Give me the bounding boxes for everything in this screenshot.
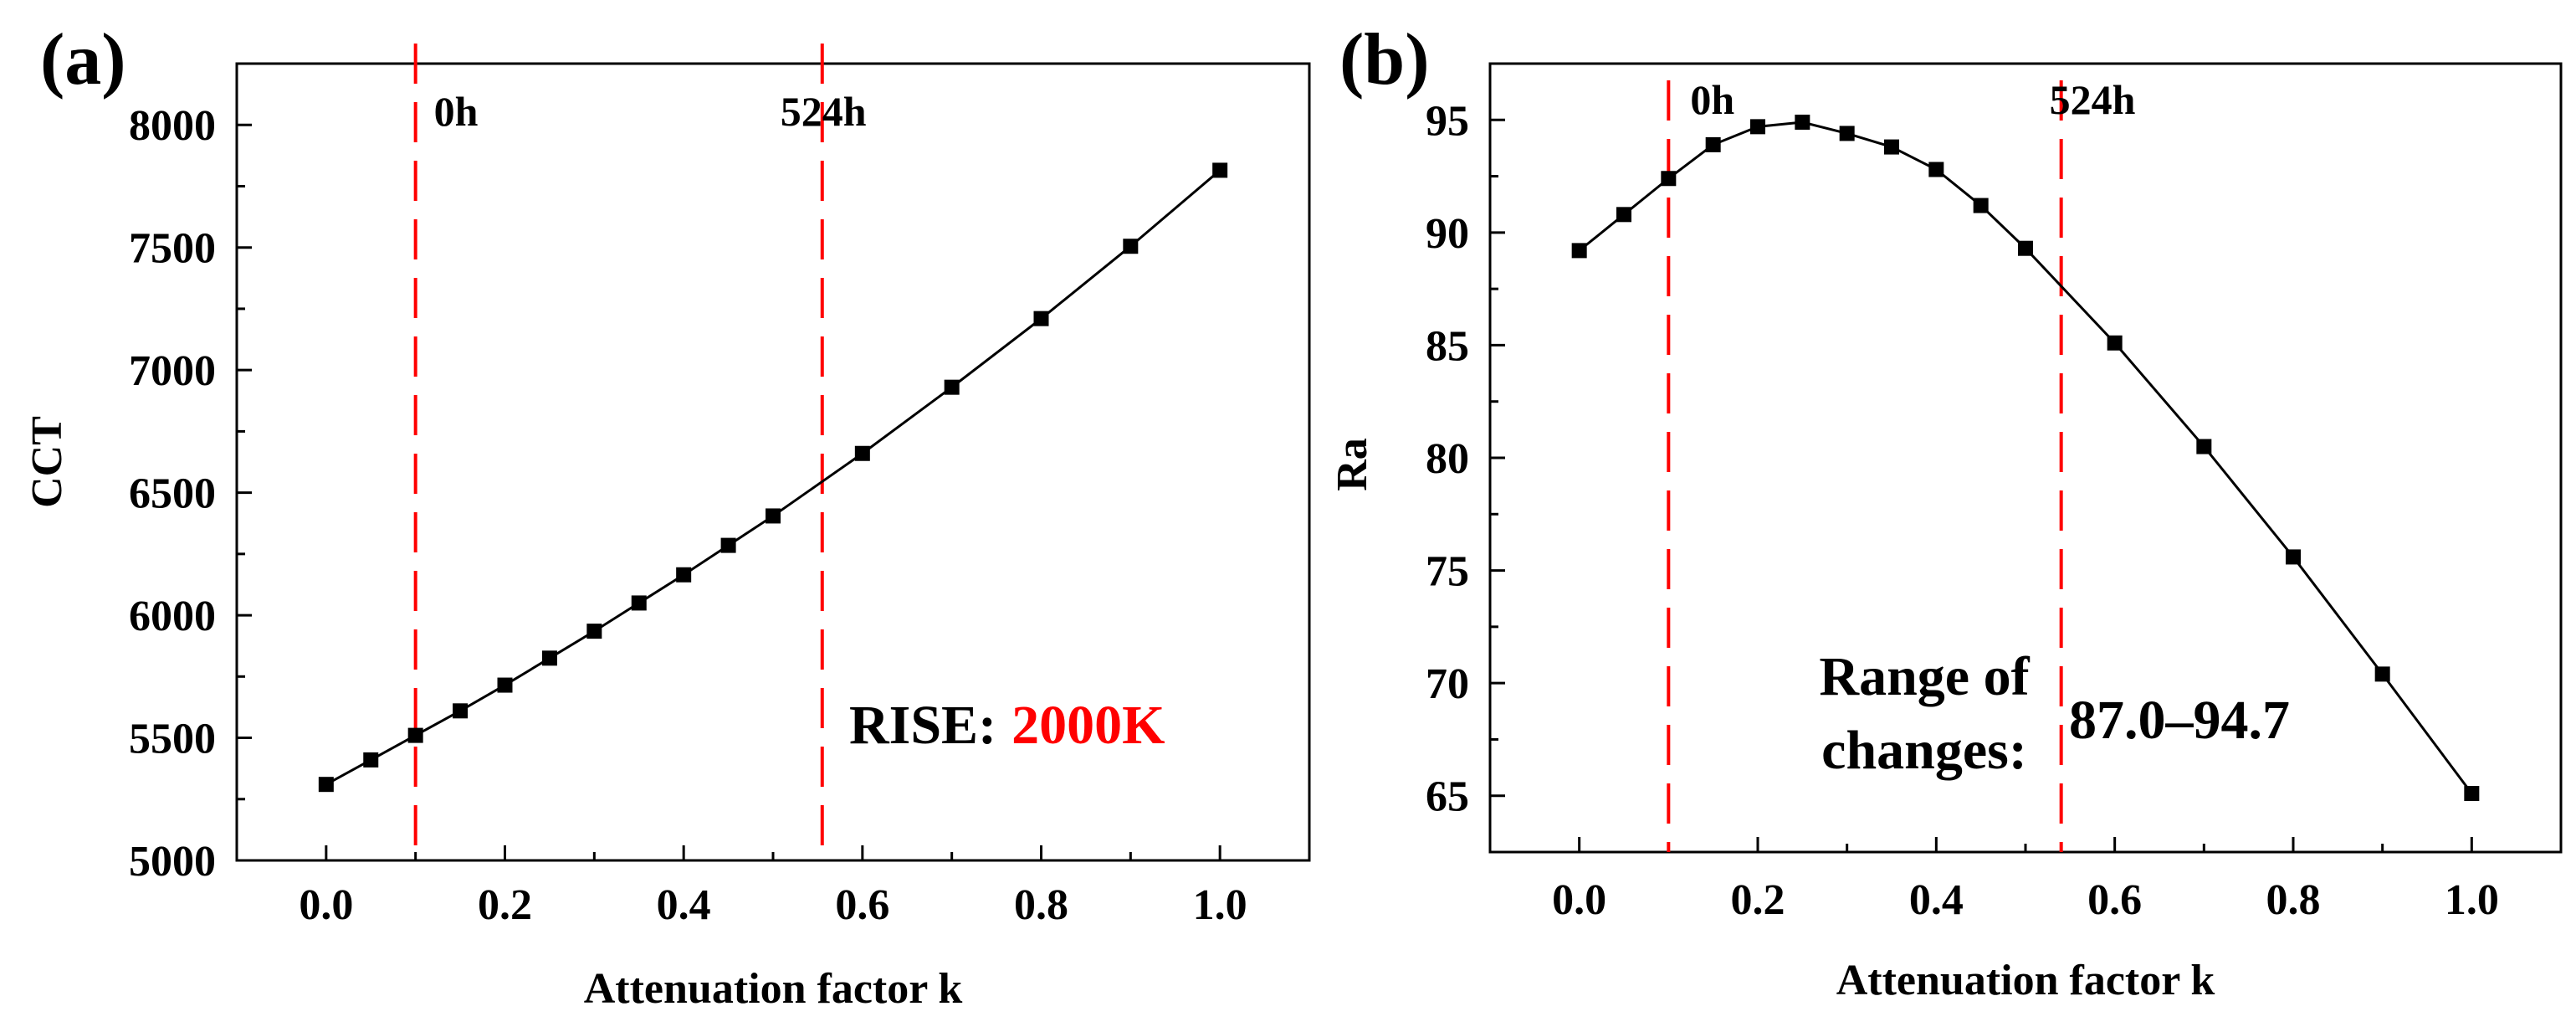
panel-b-series	[1571, 114, 2480, 802]
data-point-Ra	[2018, 240, 2033, 256]
data-point-Ra	[1571, 243, 1587, 259]
panel-a-rise-value: 2000K	[1011, 695, 1165, 756]
data-point-Ra	[1973, 198, 1989, 213]
panel-b-y-axis-title: Ra	[1329, 438, 1376, 491]
y-tick-label: 6500	[129, 470, 216, 518]
panel-a-x-axis-title: Attenuation factor k	[584, 965, 963, 1013]
data-point-CCT	[453, 703, 469, 719]
data-point-Ra	[1750, 119, 1765, 135]
panel-a-time-markers: 0h 524h	[413, 44, 867, 860]
data-point-CCT	[363, 752, 379, 768]
panel-b-range-line1: Range of	[1819, 646, 2030, 707]
x-tick-label: 1.0	[2445, 876, 2499, 924]
time-marker-label-524h: 524h	[781, 88, 867, 135]
y-tick-label: 8000	[129, 102, 216, 150]
data-point-CCT	[854, 445, 870, 461]
panel-a-cct-chart: (a) 0.0 0.2 0.4 0.6 0.8 1.0 5000 5500 6000 6500 7…	[23, 19, 1311, 1013]
data-point-Ra	[2374, 666, 2390, 682]
data-point-CCT	[407, 727, 423, 743]
data-point-Ra	[1884, 139, 1899, 155]
x-tick-label: 0.8	[2266, 876, 2321, 924]
data-point-CCT	[1033, 311, 1049, 326]
series-line-Ra	[1578, 121, 2473, 794]
y-tick-label: 6000	[129, 593, 216, 640]
data-point-CCT	[586, 624, 602, 639]
data-point-Ra	[1661, 171, 1677, 187]
y-tick-label: 70	[1426, 660, 1469, 708]
panel-b-x-axis: 0.0 0.2 0.4 0.6 0.8 1.0	[1552, 837, 2499, 924]
panel-a-label: (a)	[40, 19, 126, 100]
time-marker-label-0h: 0h	[434, 88, 479, 135]
y-tick-label: 90	[1426, 210, 1469, 258]
panel-a-x-axis: 0.0 0.2 0.4 0.6 0.8 1.0	[299, 845, 1311, 929]
x-tick-label: 0.4	[1909, 876, 1964, 924]
panel-a-rise-prefix: RISE:	[849, 695, 996, 756]
y-tick-label: 75	[1426, 548, 1469, 596]
panel-b-x-axis-title: Attenuation factor k	[1836, 957, 2215, 1004]
y-tick-label: 95	[1426, 97, 1469, 145]
data-point-CCT	[541, 650, 557, 666]
data-point-CCT	[766, 508, 781, 524]
x-tick-label: 0.0	[1552, 876, 1606, 924]
data-point-Ra	[2196, 439, 2212, 454]
y-tick-label: 65	[1426, 773, 1469, 821]
data-point-Ra	[1795, 114, 1810, 130]
y-tick-label: 5500	[129, 716, 216, 763]
x-tick-label: 1.0	[1193, 881, 1247, 929]
data-point-CCT	[318, 777, 334, 793]
data-point-Ra	[1928, 162, 1944, 177]
data-point-CCT	[1212, 162, 1228, 178]
y-tick-label: 5000	[129, 838, 216, 886]
x-tick-label: 0.6	[2087, 876, 2142, 924]
panel-b-ra-chart: (b) 0.0 0.2 0.4 0.6 0.8 1.0 65 70 75 80 85 90 95 0h…	[1329, 19, 2563, 1004]
data-point-Ra	[2286, 549, 2301, 565]
data-point-Ra	[1616, 207, 1631, 223]
panel-a-series	[318, 162, 1228, 793]
data-point-CCT	[1123, 239, 1139, 254]
x-tick-label: 0.0	[299, 881, 353, 929]
x-tick-label: 0.4	[657, 881, 711, 929]
data-point-CCT	[497, 677, 513, 693]
y-tick-label: 7500	[129, 225, 216, 273]
panel-b-range-value: 87.0–94.7	[2069, 690, 2290, 751]
time-marker-label-0h: 0h	[1690, 76, 1734, 123]
y-tick-label: 80	[1426, 435, 1469, 483]
x-tick-label: 0.8	[1014, 881, 1068, 929]
data-point-CCT	[944, 379, 960, 395]
data-point-CCT	[631, 595, 647, 611]
panel-b-label: (b)	[1339, 19, 1430, 100]
panel-b-time-markers: 0h 524h	[1667, 76, 2136, 852]
series-line-CCT	[325, 169, 1221, 786]
panel-b-y-axis: 65 70 75 80 85 90 95	[1426, 97, 1505, 821]
panel-a-y-axis-title: CCT	[23, 416, 71, 508]
panel-b-range-line2: changes:	[1821, 720, 2027, 781]
y-tick-label: 7000	[129, 347, 216, 395]
data-point-CCT	[676, 567, 692, 583]
data-point-CCT	[720, 537, 736, 553]
x-tick-label: 0.2	[1731, 876, 1785, 924]
time-marker-label-524h: 524h	[2050, 76, 2136, 123]
panel-a-y-axis: 5000 5500 6000 6500 7000 7500 8000	[129, 102, 252, 886]
y-tick-label: 85	[1426, 322, 1469, 370]
panel-a-rise-annotation: RISE: 2000K	[849, 695, 1165, 756]
data-point-Ra	[1839, 126, 1855, 141]
data-point-Ra	[1705, 136, 1721, 152]
x-tick-label: 0.6	[835, 881, 889, 929]
x-tick-label: 0.2	[478, 881, 532, 929]
data-point-Ra	[2107, 335, 2123, 351]
data-point-Ra	[2464, 786, 2480, 802]
